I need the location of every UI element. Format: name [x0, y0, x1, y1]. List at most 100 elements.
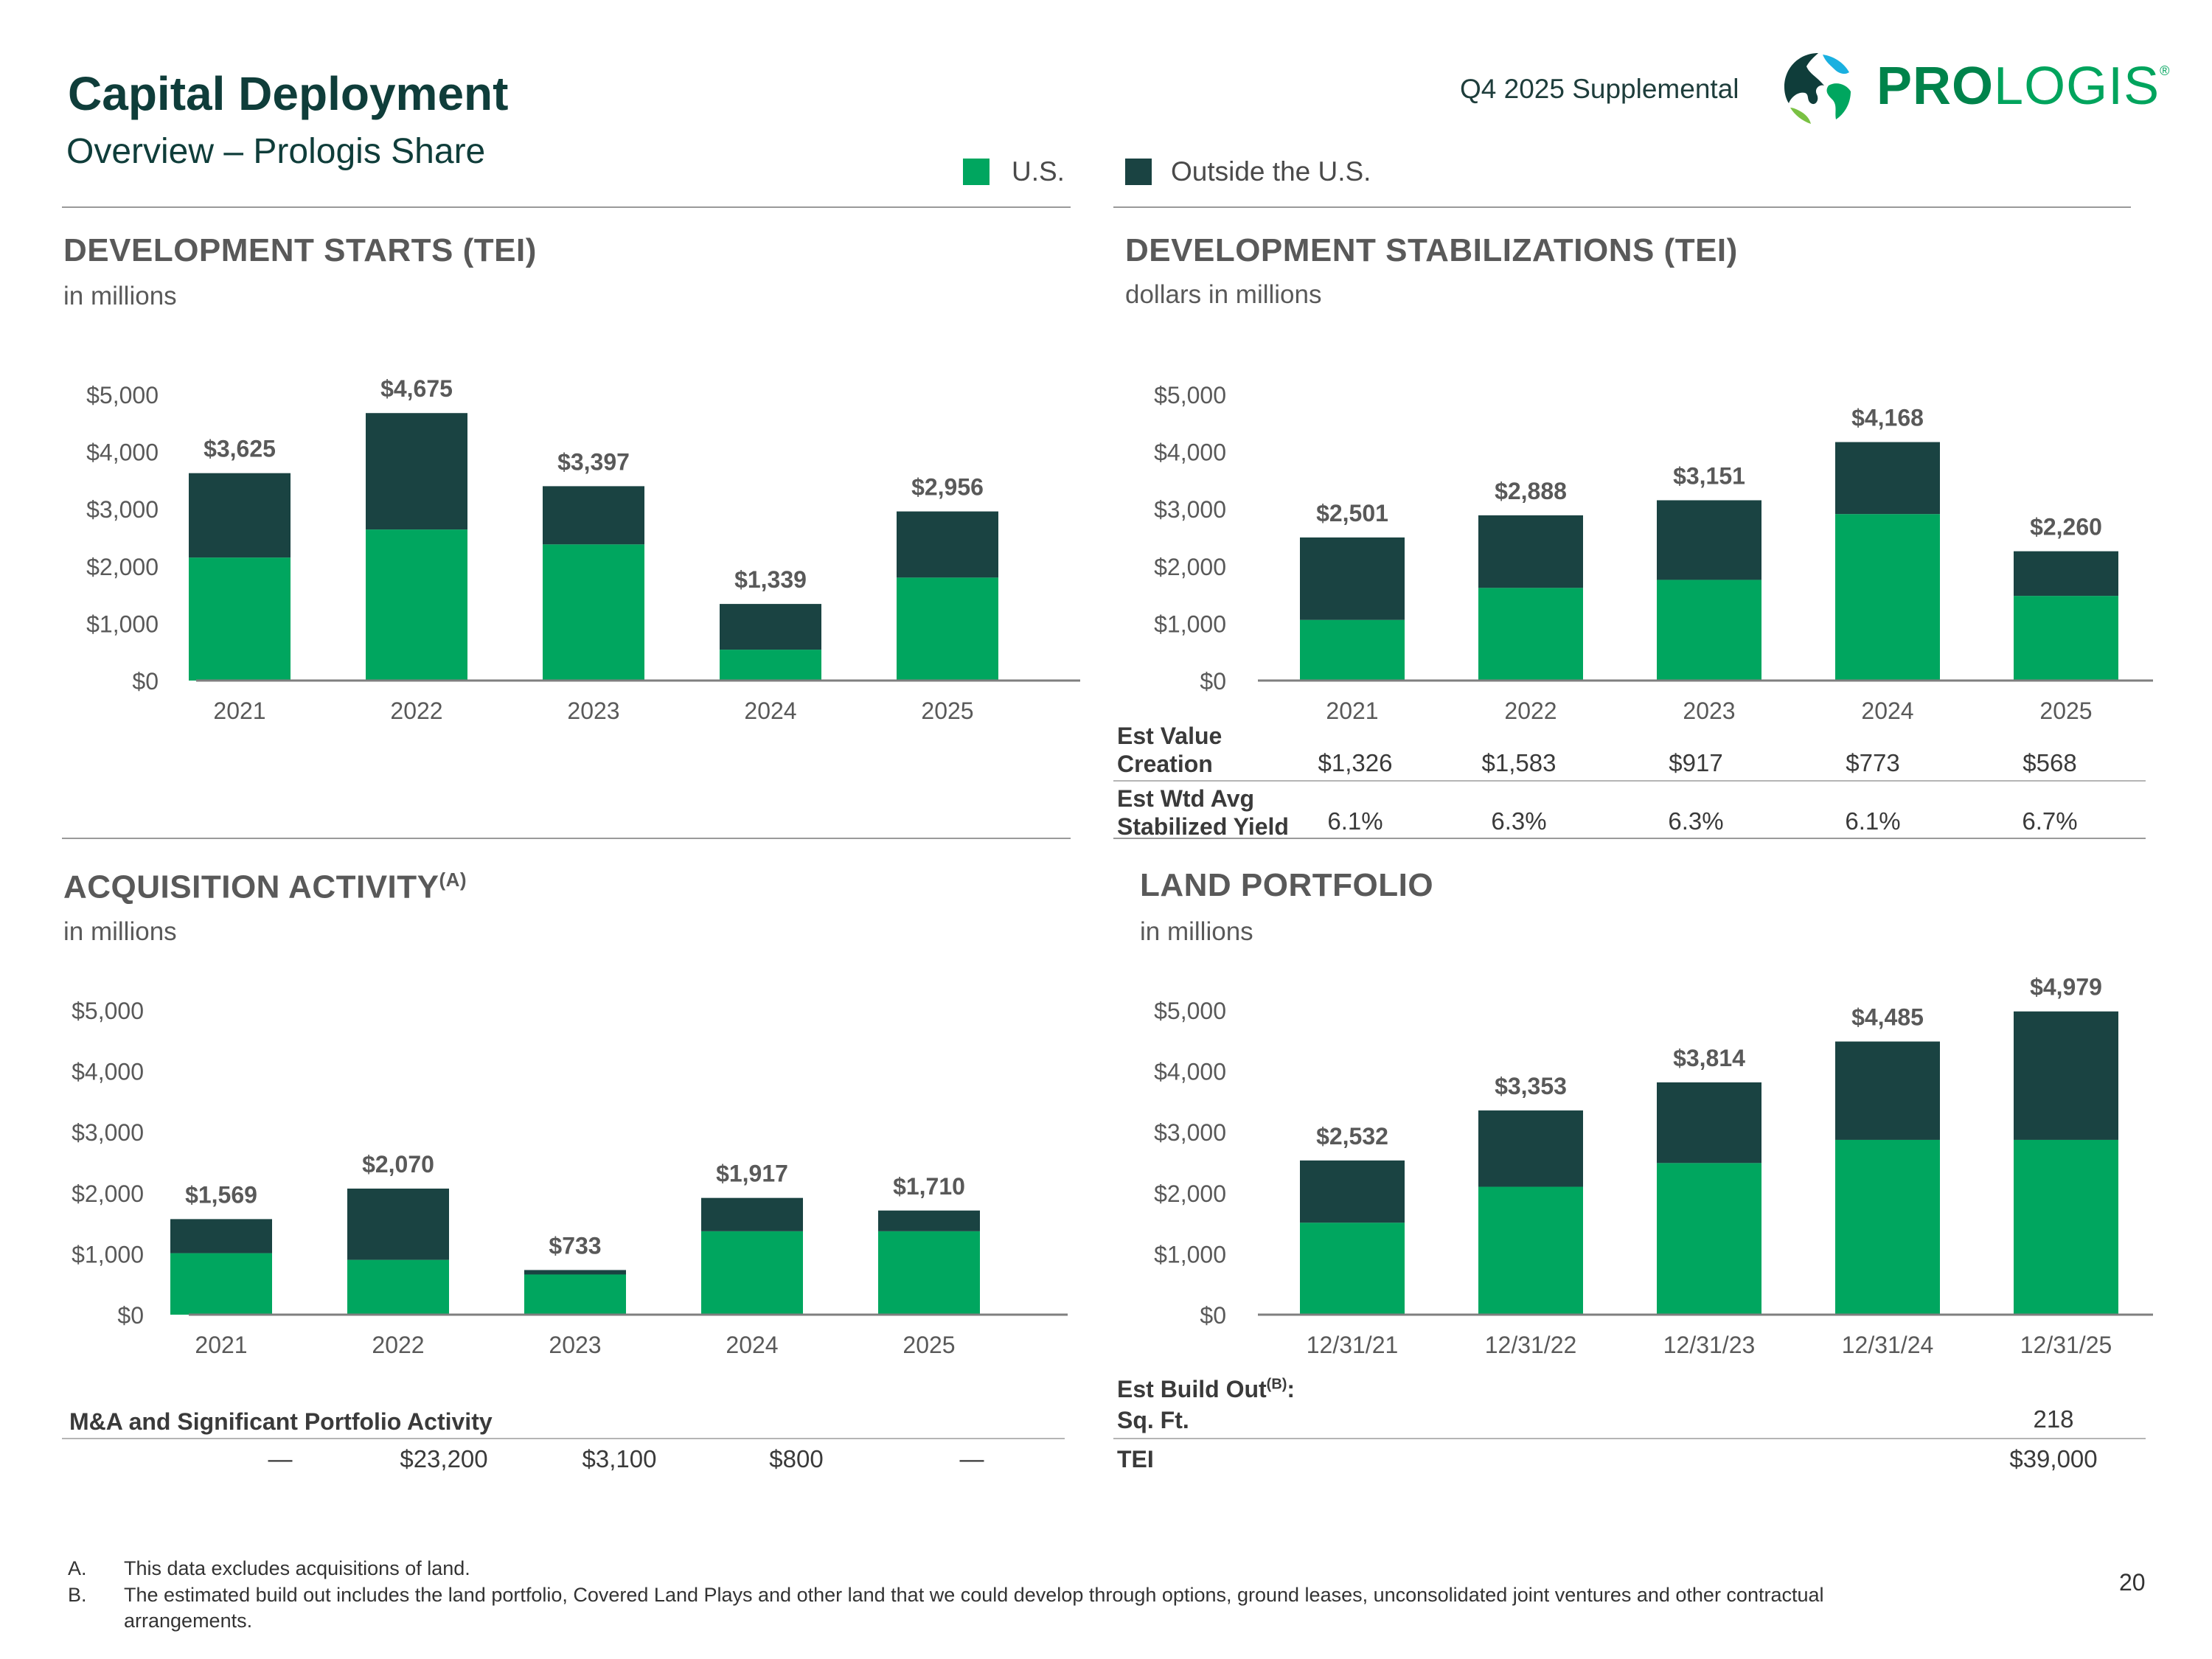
stab-row1-label: Est Value Creation [1117, 723, 1222, 779]
y-tick-label: $1,000 [86, 611, 159, 637]
x-category-label: 2024 [744, 698, 796, 724]
bar-outside [366, 413, 467, 530]
bar-us [1300, 619, 1405, 681]
y-tick-label: $5,000 [86, 382, 159, 408]
stab-value-creation-cell: $1,326 [1318, 749, 1393, 776]
bar-us [2014, 1139, 2118, 1315]
stab-row1-label-line1: Est Value [1117, 723, 1222, 749]
x-category-label: 12/31/23 [1663, 1332, 1756, 1358]
stab-yield-cell: 6.7% [2022, 807, 2078, 835]
bar-outside [2014, 1011, 2118, 1140]
bar-outside [897, 511, 998, 578]
acq-activity-cell: — [959, 1445, 984, 1472]
divider [1113, 206, 2131, 208]
y-tick-label: $4,000 [72, 1059, 144, 1085]
stab-yield-cell: 6.1% [1327, 807, 1383, 835]
x-category-label: 2022 [372, 1332, 424, 1358]
y-tick-label: $4,000 [86, 439, 159, 466]
bar-us [1478, 1186, 1583, 1315]
y-tick-label: $3,000 [1154, 1119, 1226, 1146]
bar-total-label: $1,339 [734, 566, 807, 593]
chart-dev-stab: $0 $1,000 $2,000 $3,000 $4,000 $5,000 $2,501 20… [1154, 382, 2153, 724]
bar-total-label: $4,979 [2030, 974, 2102, 1001]
bar-us [878, 1231, 980, 1315]
y-tick-label: $0 [117, 1302, 144, 1329]
bar-total-label: $2,501 [1316, 500, 1388, 526]
x-category-label: 2025 [902, 1332, 955, 1358]
bar-total-label: $1,917 [716, 1161, 788, 1187]
bar-us [1835, 1139, 1940, 1315]
acq-table-label: M&A and Significant Portfolio Activity [69, 1408, 493, 1435]
bar-us [543, 544, 644, 681]
land-table-label-text: Est Build Out [1117, 1376, 1267, 1402]
logo-text-bold: PRO [1877, 57, 1994, 116]
divider [1113, 780, 2146, 782]
bar-us [1657, 1163, 1761, 1315]
stab-row2-label: Est Wtd Avg Stabilized Yield [1117, 785, 1289, 841]
section-title-acq-text: ACQUISITION ACTIVITY [63, 869, 439, 905]
y-tick-label: $0 [132, 668, 159, 695]
section-subtitle-acq: in millions [63, 917, 177, 946]
y-tick-label: $5,000 [1154, 382, 1226, 408]
chart-acq: $0 $1,000 $2,000 $3,000 $4,000 $5,000 $1,569 20… [72, 998, 1068, 1358]
footnote-ref-b: (B) [1266, 1376, 1287, 1393]
bar-total-label: $1,569 [185, 1181, 257, 1208]
footnote-a-marker: A. [68, 1557, 87, 1579]
y-tick-label: $4,000 [1154, 439, 1226, 466]
bar-outside [1478, 515, 1583, 588]
bar-outside [1478, 1110, 1583, 1187]
y-tick-label: $1,000 [1154, 611, 1226, 637]
x-category-label: 12/31/25 [2020, 1332, 2112, 1358]
page-subtitle: Overview – Prologis Share [66, 132, 486, 171]
x-category-label: 2024 [726, 1332, 778, 1358]
land-row2-value: $39,000 [2009, 1445, 2098, 1472]
x-category-label: 2023 [567, 698, 619, 724]
bar-us [720, 650, 821, 681]
bar-total-label: $733 [549, 1232, 601, 1259]
y-tick-label: $5,000 [1154, 998, 1226, 1024]
bar-total-label: $3,625 [204, 436, 276, 462]
bar-outside [347, 1189, 449, 1260]
report-label: Q4 2025 Supplemental [1460, 74, 1739, 104]
bar-total-label: $2,070 [362, 1151, 434, 1178]
x-category-label: 12/31/21 [1307, 1332, 1399, 1358]
logo-text-light: LOGIS [1994, 57, 2160, 116]
land-row1-value: 218 [2033, 1405, 2074, 1433]
divider [62, 838, 1071, 839]
bar-us [189, 557, 291, 681]
prologis-logo: PROLOGIS® [1877, 56, 2170, 116]
bar-us [366, 529, 467, 681]
section-subtitle-dev-starts: in millions [63, 282, 177, 310]
bar-outside [1657, 1082, 1761, 1164]
bar-outside [170, 1219, 272, 1253]
y-tick-label: $2,000 [1154, 1180, 1226, 1207]
divider [62, 1438, 1065, 1439]
bar-total-label: $2,888 [1495, 478, 1567, 504]
page-title: Capital Deployment [68, 67, 509, 120]
y-tick-label: $3,000 [86, 496, 159, 523]
stab-value-creation-cell: $917 [1669, 749, 1723, 776]
x-category-label: 2023 [549, 1332, 601, 1358]
bar-total-label: $2,260 [2030, 514, 2102, 540]
bar-outside [1835, 1041, 1940, 1140]
y-tick-label: $5,000 [72, 998, 144, 1024]
section-subtitle-dev-stab: dollars in millions [1125, 280, 1322, 309]
bar-us [897, 577, 998, 681]
land-row2-label: TEI [1117, 1446, 1154, 1472]
land-row1-label: Sq. Ft. [1117, 1407, 1189, 1433]
section-title-acq: ACQUISITION ACTIVITY(A) [63, 869, 467, 906]
footnote-b-text-line2: arrangements. [124, 1610, 253, 1632]
bar-us [347, 1259, 449, 1315]
stab-yield-cell: 6.3% [1668, 807, 1724, 835]
footnote-b-marker: B. [68, 1584, 87, 1606]
prologis-globe-icon [1777, 47, 1860, 130]
x-category-label: 12/31/24 [1842, 1332, 1934, 1358]
bar-outside [1835, 442, 1940, 515]
y-tick-label: $3,000 [1154, 496, 1226, 523]
footnote-b-text-line1: The estimated build out includes the lan… [124, 1584, 1824, 1606]
legend-outside-swatch [1125, 159, 1152, 185]
bar-us [1478, 588, 1583, 681]
x-category-label: 2021 [213, 698, 265, 724]
bar-outside [2014, 551, 2118, 597]
stab-yield-cell: 6.3% [1491, 807, 1547, 835]
